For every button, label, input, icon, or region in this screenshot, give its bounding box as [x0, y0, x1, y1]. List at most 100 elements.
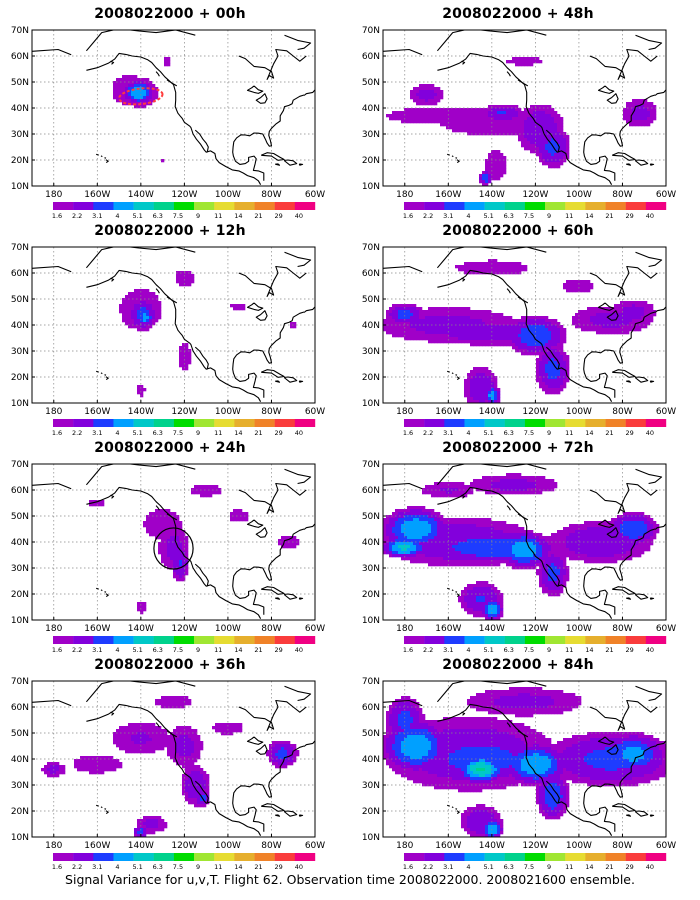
gridlines: [32, 681, 316, 837]
colorbar-swatch: [153, 853, 175, 861]
heatmap-map: 10N 20N 30N 40N 50N 60N 70N 180 160W 140W 120W 100W…: [11, 677, 325, 871]
colorbar-label: 2.2: [72, 429, 82, 437]
colorbar-label: 29: [275, 863, 283, 871]
colorbar-swatch: [194, 202, 215, 210]
x-tick-label: 100W: [566, 624, 592, 634]
x-tick-label: 120W: [171, 841, 197, 851]
colorbar-swatch: [234, 636, 255, 644]
colorbar-label: 14: [234, 863, 242, 871]
x-tick-label: 100W: [215, 190, 241, 200]
colorbar-swatch: [113, 202, 134, 210]
colorbar-label: 9: [196, 212, 200, 220]
colorbar-swatch: [484, 853, 505, 861]
x-tick-label: 100W: [215, 841, 241, 851]
colorbar-swatch: [625, 202, 647, 210]
colorbar-label: 6.3: [504, 429, 514, 437]
panel-title: 2008022000 + 24h: [94, 440, 246, 456]
panel-title: 2008022000 + 84h: [442, 657, 594, 673]
colorbar-label: 11: [565, 429, 573, 437]
colorbar-label: 14: [234, 212, 242, 220]
y-tick-label: 30N: [11, 347, 29, 357]
y-tick-label: 60N: [11, 269, 29, 279]
gridlines: [32, 247, 316, 403]
colorbar-label: 9: [196, 646, 200, 654]
colorbar-label: 1.6: [403, 646, 413, 654]
gridlines: [383, 464, 667, 620]
colorbar-label: 21: [605, 212, 613, 220]
colorbar-label: 7.5: [173, 429, 183, 437]
colorbar-label: 5.1: [483, 429, 493, 437]
colorbar-swatch: [53, 202, 74, 210]
colorbar-label: 29: [626, 212, 634, 220]
x-tick-label: 180: [396, 190, 413, 200]
colorbar-swatch: [53, 853, 74, 861]
x-tick-label: 80W: [261, 624, 281, 634]
colorbar-label: 1.6: [403, 863, 413, 871]
colorbar-label: 1.6: [52, 646, 62, 654]
x-tick-label: 100W: [215, 624, 241, 634]
y-tick-label: 70N: [362, 26, 380, 36]
colorbar-swatch: [73, 853, 94, 861]
colorbar-label: 3.1: [92, 212, 102, 220]
x-tick-label: 160W: [84, 624, 110, 634]
colorbar-label: 21: [605, 863, 613, 871]
panel-title: 2008022000 + 48h: [442, 6, 594, 22]
colorbar-label: 4: [466, 863, 470, 871]
colorbar-label: 40: [295, 429, 303, 437]
colorbar-label: 14: [585, 429, 593, 437]
y-tick-label: 40N: [11, 104, 29, 114]
y-tick-label: 10N: [11, 616, 29, 626]
x-tick-label: 60W: [656, 624, 676, 634]
colorbar-label: 21: [254, 429, 262, 437]
flight-track: [118, 87, 164, 106]
x-tick-label: 160W: [435, 407, 461, 417]
colorbar-swatch: [404, 636, 425, 644]
heatmap-map: 10N 20N 30N 40N 50N 60N 70N 180 160W 140W 120W 100W…: [362, 677, 676, 871]
colorbar-swatch: [645, 202, 667, 210]
x-tick-label: 140W: [128, 190, 154, 200]
y-tick-label: 50N: [11, 512, 29, 522]
colorbar-swatch: [73, 419, 94, 427]
colorbar-label: 5.1: [132, 646, 142, 654]
colorbar: 1.6 2.2 3.1 4 5.1 6.3 7.5 9 11 14 21 29 40: [52, 202, 316, 220]
panel-title: 2008022000 + 00h: [94, 6, 246, 22]
colorbar-swatch: [504, 202, 526, 210]
y-tick-label: 50N: [362, 295, 380, 305]
colorbar-swatch: [93, 636, 114, 644]
colorbar-swatch: [133, 419, 154, 427]
x-tick-label: 120W: [171, 624, 197, 634]
colorbar-label: 2.2: [72, 863, 82, 871]
colorbar: 1.6 2.2 3.1 4 5.1 6.3 7.5 9 11 14 21 29 40: [403, 202, 667, 220]
colorbar-swatch: [234, 202, 255, 210]
colorbar-label: 2.2: [423, 212, 433, 220]
colorbar-swatch: [585, 853, 606, 861]
x-tick-label: 180: [45, 407, 62, 417]
colorbar-swatch: [565, 636, 586, 644]
panel-title: 2008022000 + 72h: [442, 440, 594, 456]
map-panel: 2008022000 + 12h 10N 20N 30N 40N 50N 60N 70N 180…: [0, 217, 340, 437]
colorbar-label: 4: [466, 646, 470, 654]
colorbar-label: 3.1: [443, 863, 453, 871]
colorbar-label: 3.1: [92, 863, 102, 871]
colorbar-swatch: [194, 636, 215, 644]
colorbar-label: 2.2: [423, 863, 433, 871]
gridlines: [383, 247, 667, 403]
colorbar-label: 5.1: [483, 212, 493, 220]
x-tick-label: 80W: [612, 407, 632, 417]
y-tick-label: 30N: [362, 130, 380, 140]
colorbar-label: 2.2: [72, 212, 82, 220]
x-tick-label: 100W: [566, 190, 592, 200]
x-tick-label: 60W: [305, 407, 325, 417]
colorbar-swatch: [625, 419, 647, 427]
colorbar: 1.6 2.2 3.1 4 5.1 6.3 7.5 9 11 14 21 29 40: [52, 636, 316, 654]
colorbar-swatch: [254, 419, 275, 427]
x-tick-label: 120W: [171, 407, 197, 417]
colorbar-swatch: [173, 419, 195, 427]
colorbar-swatch: [133, 636, 154, 644]
observation-circle: [153, 527, 194, 570]
x-tick-label: 180: [45, 190, 62, 200]
colorbar-swatch: [545, 636, 566, 644]
colorbar-swatch: [605, 202, 626, 210]
y-tick-label: 30N: [362, 564, 380, 574]
